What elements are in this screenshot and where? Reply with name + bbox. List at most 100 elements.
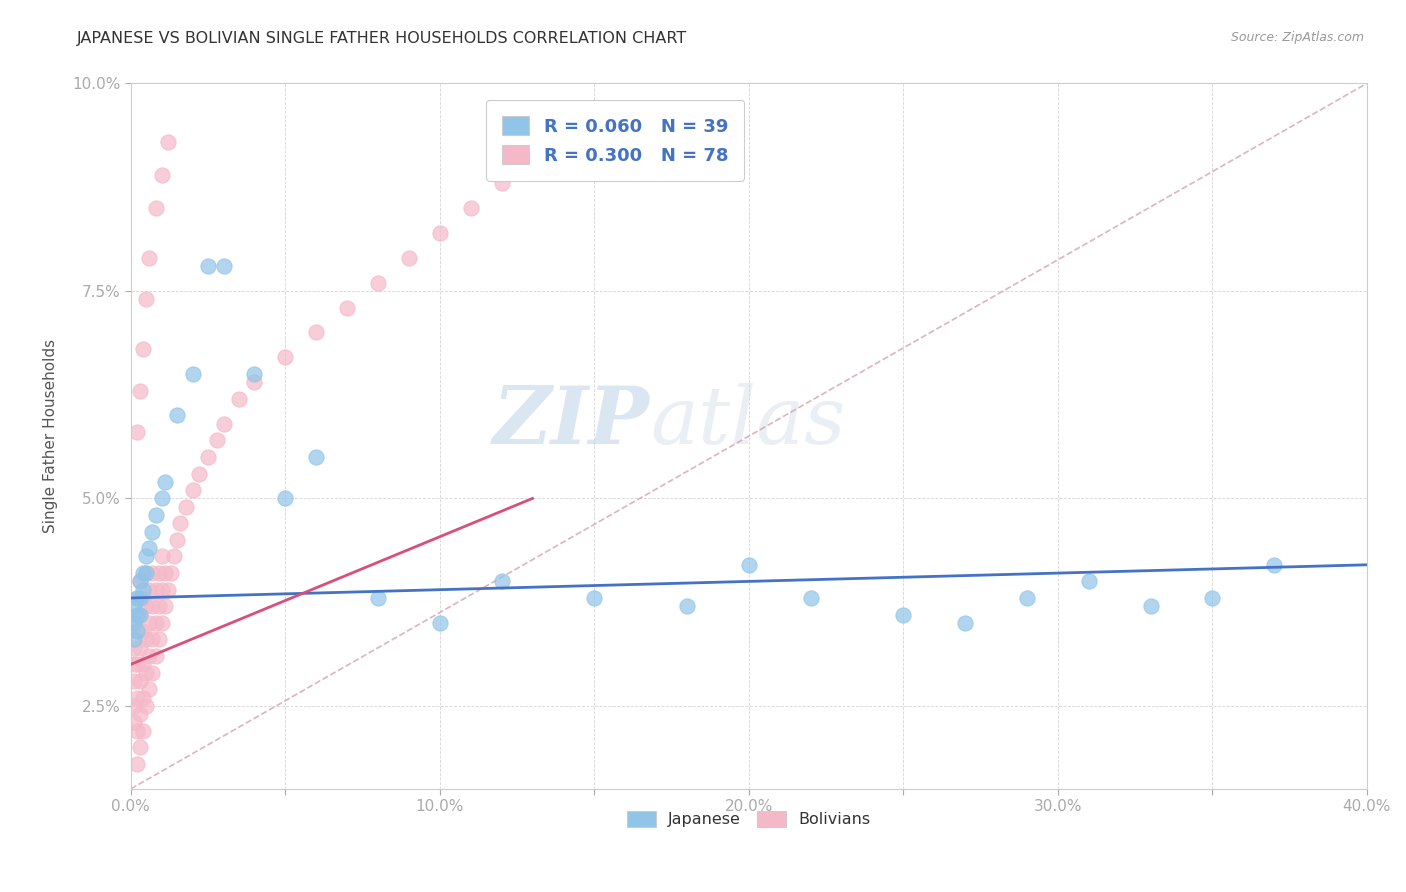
Point [125,756,148,771]
Text: atlas: atlas [650,384,845,461]
Point [212,417,235,431]
Point [132,657,155,672]
Point [148,632,170,647]
Point [122,615,145,630]
Point [153,566,176,580]
Point [145,582,167,597]
Point [1015,591,1038,605]
Point [125,624,148,639]
Point [891,607,914,622]
Point [1077,574,1099,589]
Point [156,582,179,597]
Point [129,574,152,589]
Point [181,483,204,497]
Point [1201,591,1223,605]
Point [122,657,145,672]
Point [274,491,297,506]
Text: JAPANESE VS BOLIVIAN SINGLE FATHER HOUSEHOLDS CORRELATION CHART: JAPANESE VS BOLIVIAN SINGLE FATHER HOUSE… [77,31,688,46]
Point [336,301,359,315]
Point [150,582,173,597]
Point [135,566,157,580]
Point [367,276,389,290]
Point [125,607,148,622]
Point [122,632,145,647]
Point [125,657,148,672]
Point [125,425,148,439]
Point [138,649,160,664]
Point [187,467,209,481]
Point [429,615,451,630]
Point [145,649,167,664]
Point [122,599,145,614]
Point [132,723,155,738]
Point [132,624,155,639]
Point [153,475,176,489]
Point [145,615,167,630]
Point [145,508,167,522]
Point [460,201,482,215]
Point [197,450,219,464]
Point [953,615,976,630]
Point [169,516,191,531]
Point [150,168,173,182]
Point [243,367,266,381]
Point [129,673,152,688]
Point [228,392,250,406]
Point [153,599,176,614]
Point [138,582,160,597]
Point [122,615,145,630]
Point [138,615,160,630]
Point [129,707,152,722]
Point [583,591,606,605]
Point [207,434,229,448]
Legend: Japanese, Bolivians: Japanese, Bolivians [620,805,877,834]
Point [800,591,823,605]
Point [212,259,235,273]
Point [150,615,173,630]
Point [125,607,148,622]
Point [367,591,389,605]
Point [145,201,167,215]
Point [122,715,145,730]
Point [132,591,155,605]
Point [398,251,420,265]
Point [181,367,204,381]
Point [1139,599,1161,614]
Point [129,574,152,589]
Point [135,632,157,647]
Point [135,549,157,564]
Point [135,566,157,580]
Point [305,450,328,464]
Point [122,640,145,655]
Point [141,599,163,614]
Point [125,690,148,705]
Point [141,665,163,680]
Point [132,690,155,705]
Point [491,574,513,589]
Point [148,566,170,580]
Point [125,624,148,639]
Point [150,549,173,564]
Point [738,558,761,572]
Point [166,533,188,547]
Point [150,491,173,506]
Point [125,723,148,738]
Point [132,582,155,597]
Point [129,607,152,622]
Text: ZIP: ZIP [494,384,650,461]
Point [163,549,186,564]
Point [166,409,188,423]
Point [129,740,152,755]
Point [135,599,157,614]
Point [132,342,155,356]
Point [429,226,451,240]
Point [274,351,297,365]
Point [135,698,157,713]
Point [141,524,163,539]
Point [141,632,163,647]
Point [676,599,699,614]
Point [197,259,219,273]
Point [491,176,513,190]
Point [141,566,163,580]
Point [129,640,152,655]
